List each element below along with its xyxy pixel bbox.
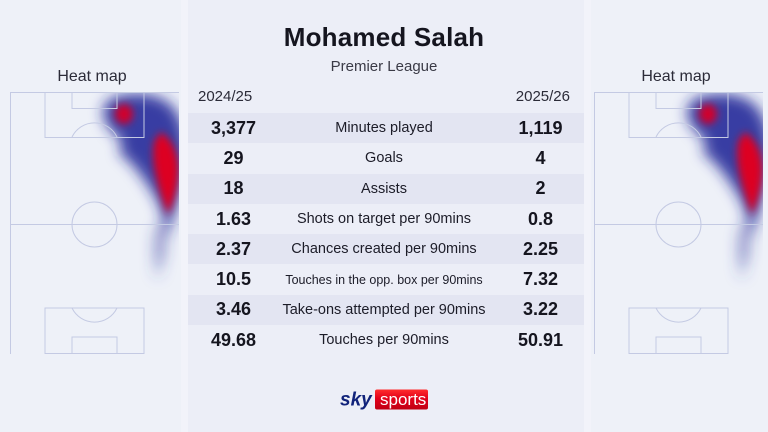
- svg-text:sports: sports: [380, 390, 426, 409]
- svg-text:sky: sky: [340, 390, 373, 411]
